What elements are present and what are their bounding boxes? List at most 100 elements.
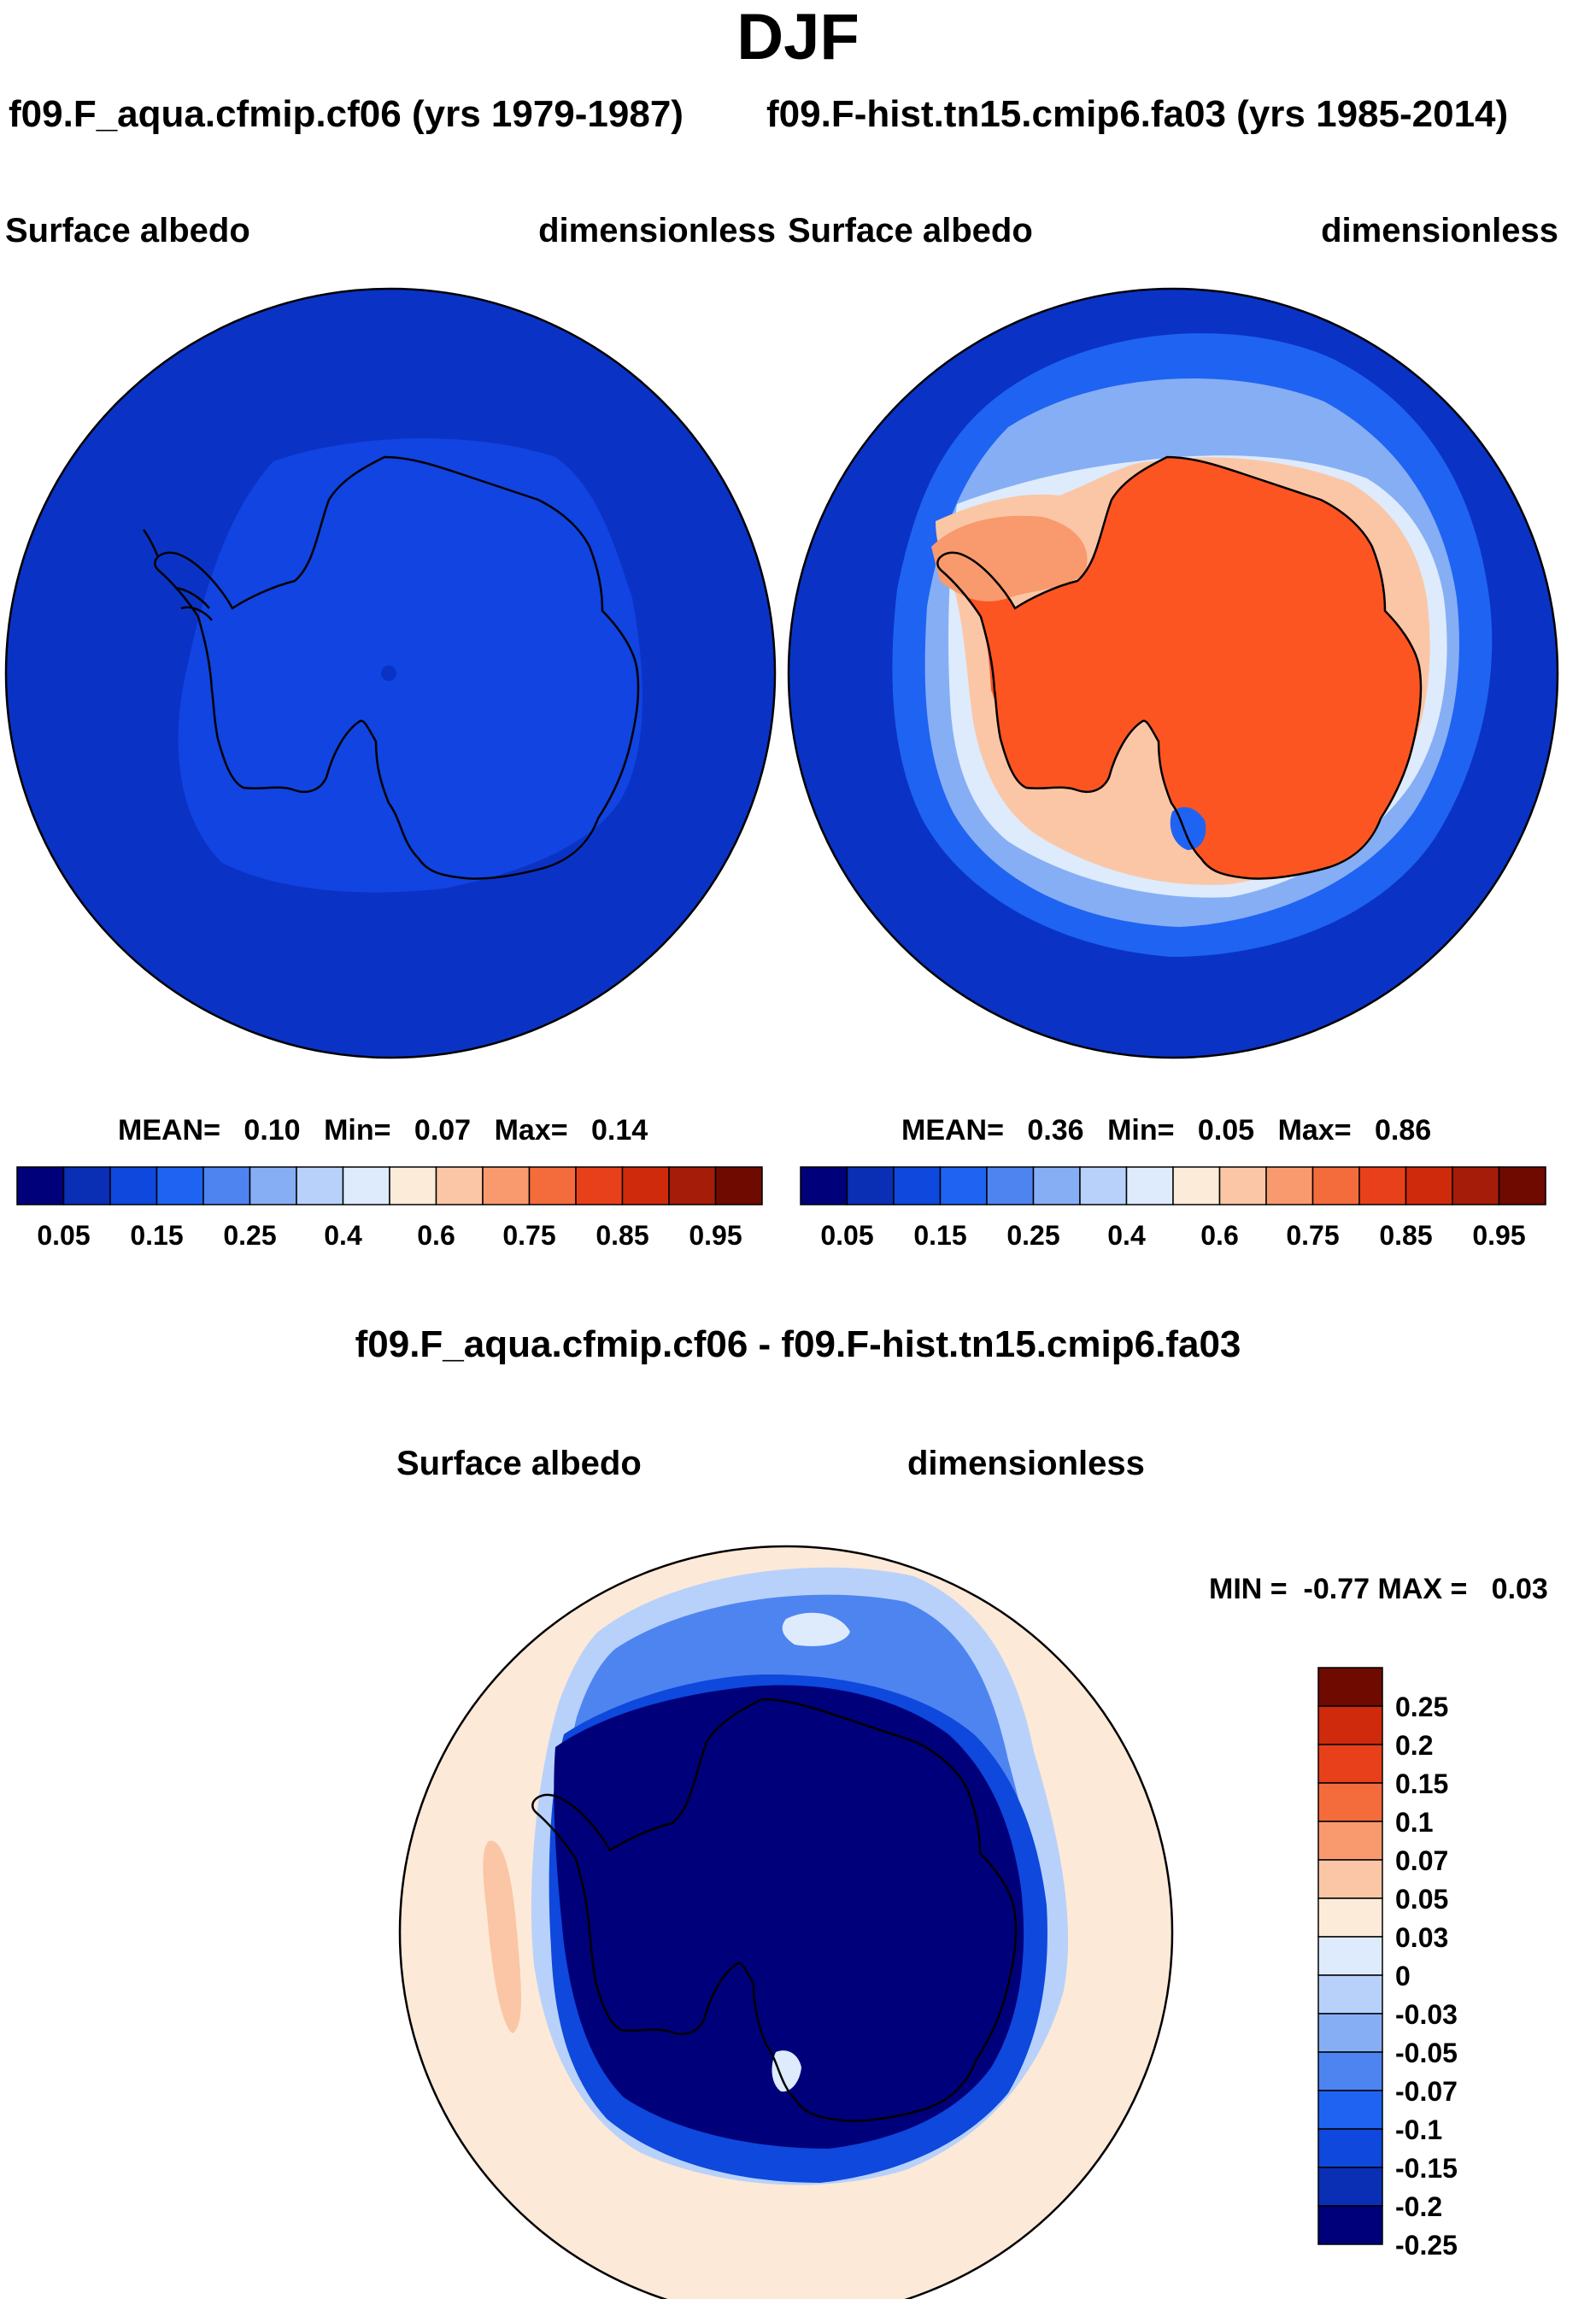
- colorbar-swatch: [1125, 1166, 1174, 1205]
- colorbar-swatch: [528, 1166, 577, 1205]
- diff-minmax: MIN = -0.77 MAX = 0.03: [1209, 1573, 1548, 1605]
- colorbar-swatch: [1317, 2128, 1383, 2168]
- colorbar-swatch: [249, 1166, 297, 1205]
- colorbar-tick-label: 0.95: [689, 1220, 742, 1251]
- panel2-min-label: Min=: [1107, 1114, 1175, 1147]
- diff-highlat-white: [782, 1612, 850, 1646]
- colorbar-swatch: [939, 1166, 988, 1205]
- colorbar-swatch: [202, 1166, 251, 1205]
- panel1-antarctica-coast: [154, 455, 640, 880]
- map-panel-2: [789, 289, 1558, 1058]
- panel1-mean-label: MEAN=: [118, 1114, 220, 1147]
- colorbar-swatch: [1317, 1667, 1383, 1707]
- panel1-units: dimensionless: [538, 212, 776, 249]
- colorbar-tick-label: -0.25: [1395, 2230, 1458, 2261]
- colorbar-tick-label: 0.95: [1472, 1220, 1526, 1251]
- panel2-mean-value: 0.36: [1027, 1114, 1084, 1147]
- panel1-max-value: 0.14: [591, 1114, 648, 1147]
- panel2-antarctica-coast: [936, 455, 1423, 880]
- colorbar-tick-label: 0.1: [1395, 1807, 1434, 1838]
- colorbar-swatch: [846, 1166, 895, 1205]
- colorbar-tick-label: 0: [1395, 1961, 1411, 1991]
- colorbar-tick-label: 0.2: [1395, 1730, 1434, 1761]
- colorbar-swatch: [1218, 1166, 1267, 1205]
- map-panel-diff: [400, 1546, 1172, 2299]
- panel2-max-value: 0.86: [1375, 1114, 1432, 1147]
- colorbar-tick-label: 0.05: [1395, 1884, 1449, 1915]
- panel1-pole-spot: [381, 666, 396, 681]
- panel1-case-title: f09.F_aqua.cfmip.cf06 (yrs 1979-1987): [9, 93, 684, 135]
- page-title: DJF: [736, 1, 860, 73]
- panel2-land-ice: [941, 457, 1422, 879]
- panel2-max-label: Max=: [1277, 1114, 1352, 1147]
- colorbar-tick-label: -0.1: [1395, 2114, 1443, 2145]
- colorbar-swatch: [714, 1166, 763, 1205]
- colorbar-tick-label: 0.85: [1379, 1220, 1433, 1251]
- colorbar-swatch: [1317, 1897, 1383, 1938]
- colorbar-tick-label: 0.15: [1395, 1768, 1449, 1799]
- panel2-min-value: 0.05: [1197, 1114, 1255, 1147]
- colorbar-swatch: [1498, 1166, 1546, 1205]
- colorbar-swatch: [342, 1166, 390, 1205]
- panel2-units: dimensionless: [1321, 212, 1558, 249]
- colorbar-swatch: [1317, 1744, 1383, 1784]
- colorbar-swatch: [1405, 1166, 1453, 1205]
- colorbar-swatch: [1317, 2090, 1383, 2130]
- colorbar-tick-label: -0.05: [1395, 2038, 1458, 2068]
- colorbar-swatch: [435, 1166, 484, 1205]
- panel1-frame: [4, 287, 777, 1059]
- colorbar-swatch: [1452, 1166, 1500, 1205]
- colorbar-swatch: [389, 1166, 437, 1205]
- colorbar-swatch: [1317, 2205, 1383, 2245]
- panel2-variable: Surface albedo: [788, 212, 1033, 249]
- colorbar-tick-label: 0.07: [1395, 1845, 1449, 1876]
- diff-frame: [398, 1545, 1174, 2299]
- colorbar-tick-label: 0.4: [1107, 1220, 1146, 1251]
- panel1-stats: MEAN= 0.10 Min= 0.07 Max= 0.14: [118, 1116, 648, 1145]
- colorbar-tick-label: 0.6: [1200, 1220, 1239, 1251]
- colorbar-tick-label: -0.07: [1395, 2076, 1458, 2107]
- panel2-colorbar: [800, 1166, 1546, 1205]
- colorbar-tick-label: -0.03: [1395, 1999, 1458, 2030]
- colorbar-swatch: [1317, 1974, 1383, 2015]
- diff-colorbar: [1317, 1667, 1383, 2245]
- colorbar-swatch: [296, 1166, 344, 1205]
- colorbar-swatch: [155, 1166, 204, 1205]
- colorbar-swatch: [575, 1166, 624, 1205]
- diff-antarctica-coast: [531, 1698, 1018, 2122]
- colorbar-swatch: [800, 1166, 848, 1205]
- panel2-peninsula-ice: [931, 515, 1088, 601]
- colorbar-swatch: [1079, 1166, 1128, 1205]
- colorbar-swatch: [621, 1166, 670, 1205]
- colorbar-swatch: [109, 1166, 158, 1205]
- colorbar-tick-label: -0.2: [1395, 2191, 1443, 2222]
- colorbar-swatch: [16, 1166, 65, 1205]
- colorbar-swatch: [893, 1166, 942, 1205]
- colorbar-tick-label: 0.25: [1395, 1692, 1449, 1722]
- colorbar-swatch: [1317, 2013, 1383, 2053]
- colorbar-swatch: [1311, 1166, 1360, 1205]
- colorbar-swatch: [1317, 1705, 1383, 1745]
- diff-variable: Surface albedo: [396, 1445, 642, 1482]
- colorbar-tick-label: 0.25: [223, 1220, 277, 1251]
- panel1-peninsula-islands: [142, 529, 213, 621]
- colorbar-swatch: [1317, 1782, 1383, 1822]
- colorbar-tick-label: 0.15: [130, 1220, 184, 1251]
- panel2-stats: MEAN= 0.36 Min= 0.05 Max= 0.86: [901, 1116, 1431, 1145]
- colorbar-tick-label: 0.03: [1395, 1922, 1449, 1953]
- colorbar-swatch: [1032, 1166, 1081, 1205]
- colorbar-tick-label: 0.05: [37, 1220, 91, 1251]
- panel2-case-title: f09.F-hist.tn15.cmip6.fa03 (yrs 1985-201…: [765, 93, 1509, 135]
- panel1-sea-ice-region: [178, 438, 643, 893]
- colorbar-tick-label: 0.75: [502, 1220, 556, 1251]
- diff-positive-patch: [483, 1840, 521, 2033]
- colorbar-tick-label: 0.85: [596, 1220, 649, 1251]
- panel1-variable: Surface albedo: [5, 212, 250, 249]
- panel1-min-value: 0.07: [414, 1114, 472, 1147]
- colorbar-tick-label: 0.25: [1006, 1220, 1060, 1251]
- panel1-mean-value: 0.10: [244, 1114, 301, 1147]
- colorbar-tick-label: 0.15: [913, 1220, 967, 1251]
- colorbar-swatch: [1265, 1166, 1314, 1205]
- colorbar-tick-label: -0.15: [1395, 2153, 1458, 2184]
